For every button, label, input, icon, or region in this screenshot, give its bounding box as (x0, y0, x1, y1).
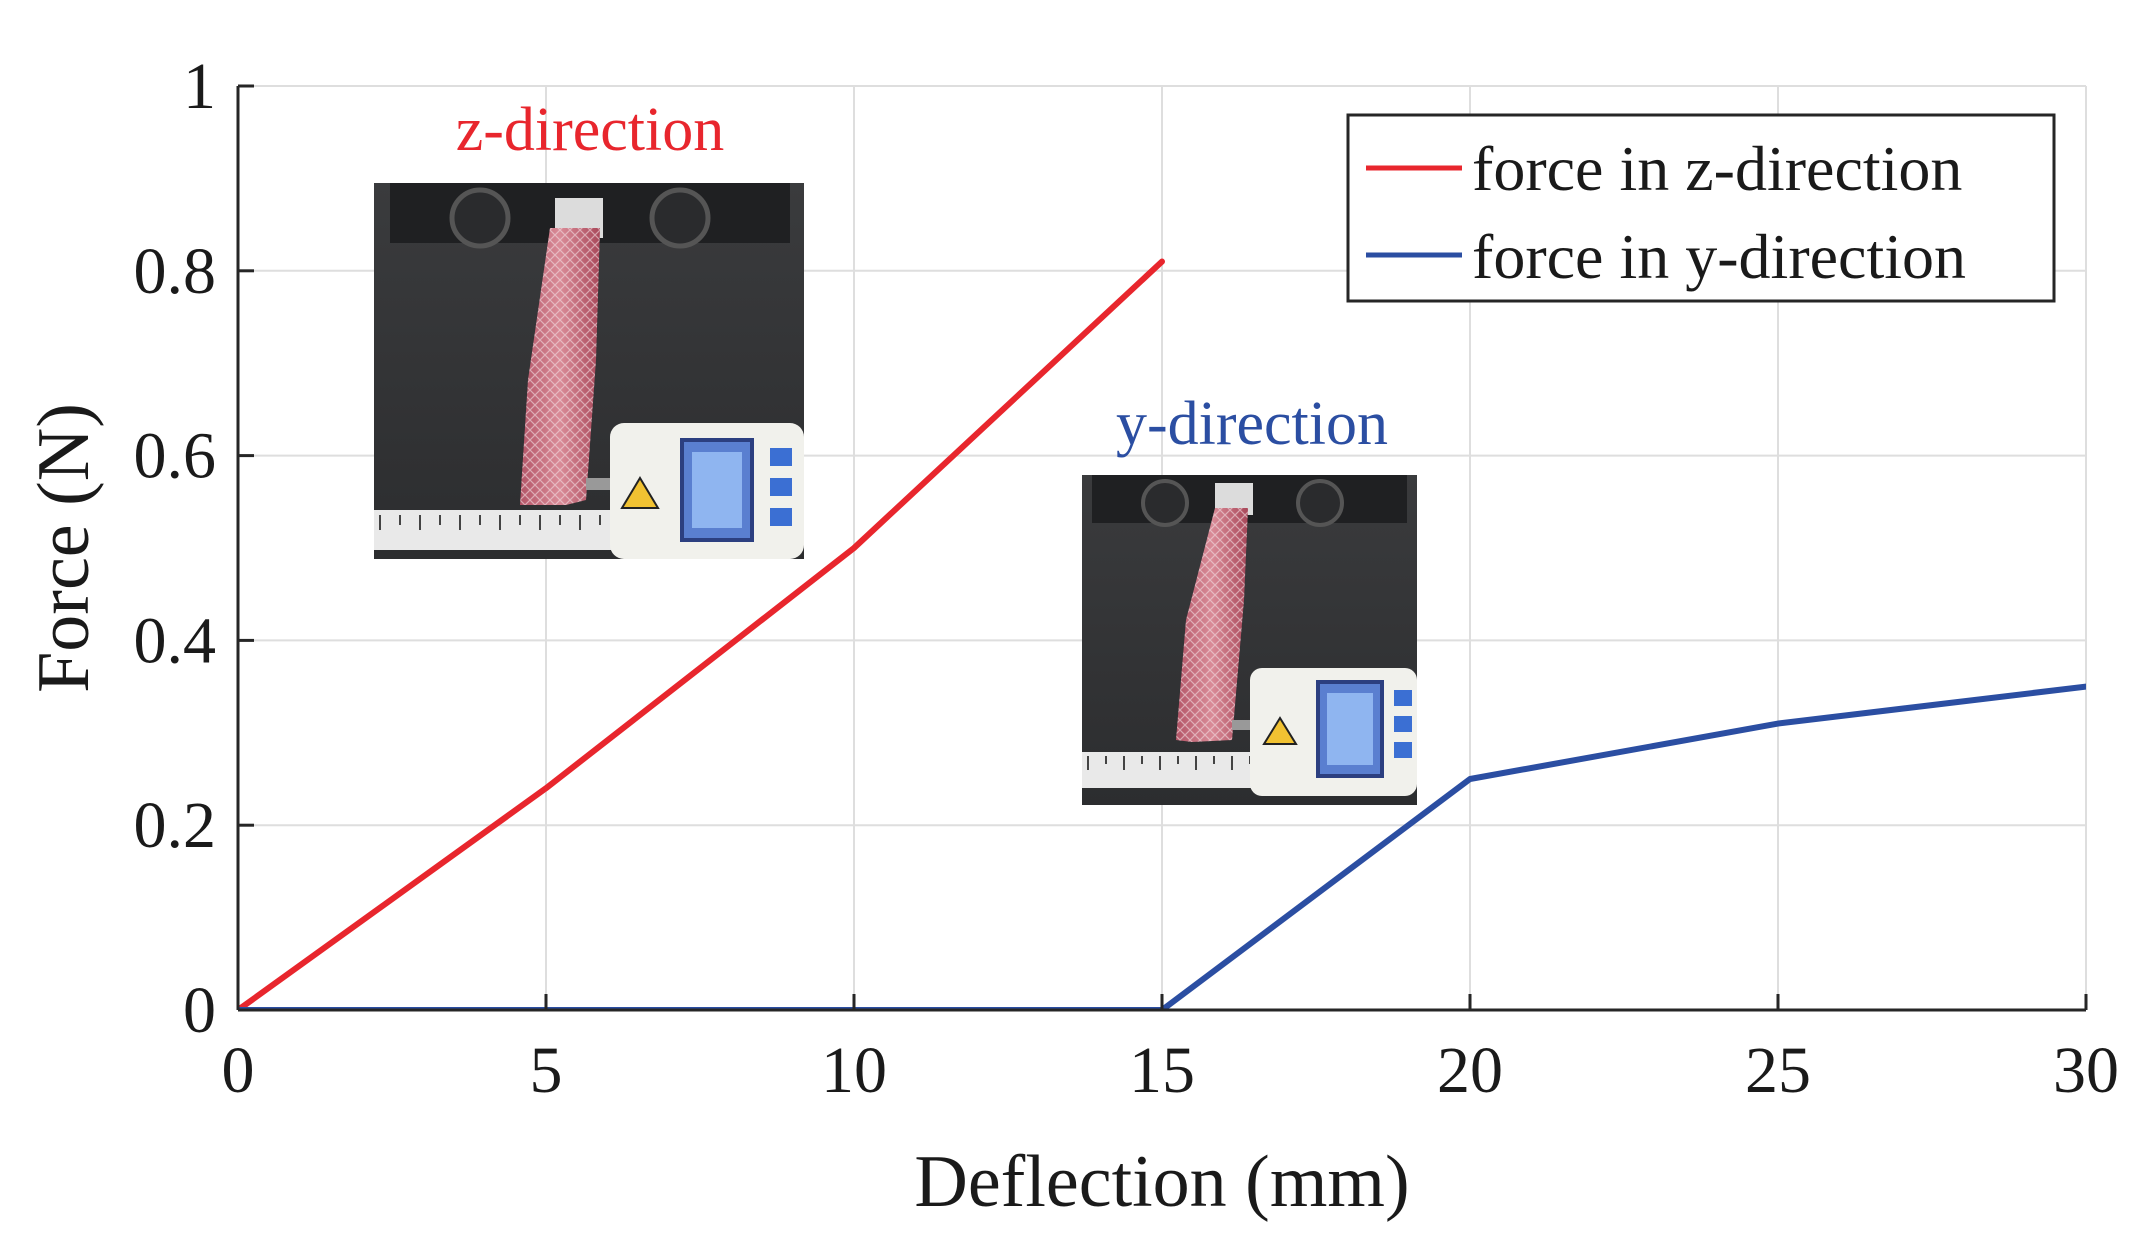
x-tick-label: 5 (530, 1034, 563, 1107)
x-tick-label: 15 (1129, 1034, 1195, 1107)
legend-label-z: force in z-direction (1472, 133, 1962, 204)
x-tick-label: 10 (821, 1034, 887, 1107)
legend: force in z-direction force in y-directio… (1346, 113, 2056, 303)
tick-labels: 0 5 10 15 20 25 30 0 0.2 0.4 0.6 0.8 1 (134, 50, 2120, 1107)
x-axis-title: Deflection (mm) (914, 1141, 1409, 1223)
x-tick-label: 0 (222, 1034, 255, 1107)
z-direction-annotation: z-direction (456, 96, 725, 164)
x-tick-label: 25 (1745, 1034, 1811, 1107)
y-tick-label: 0.2 (134, 789, 217, 862)
y-direction-annotation: y-direction (1116, 390, 1388, 458)
y-tick-label: 0.6 (134, 420, 217, 493)
y-tick-label: 0.4 (134, 604, 217, 677)
series-line-y-direction (238, 683, 2086, 1010)
axis-ticks (236, 84, 2088, 1012)
legend-box (1346, 113, 2056, 303)
y-tick-label: 1 (183, 50, 216, 123)
legend-label-y: force in y-direction (1472, 221, 1966, 292)
y-axis-title: Force (N) (23, 403, 105, 693)
x-tick-label: 20 (1437, 1034, 1503, 1107)
series-line-z-direction (238, 258, 1165, 1010)
y-tick-label: 0.8 (134, 235, 217, 308)
x-tick-label: 30 (2053, 1034, 2119, 1107)
y-direction-photo (1082, 475, 1417, 805)
y-tick-label: 0 (183, 974, 216, 1047)
series-layer (238, 258, 2086, 1010)
z-direction-photo (374, 183, 804, 559)
